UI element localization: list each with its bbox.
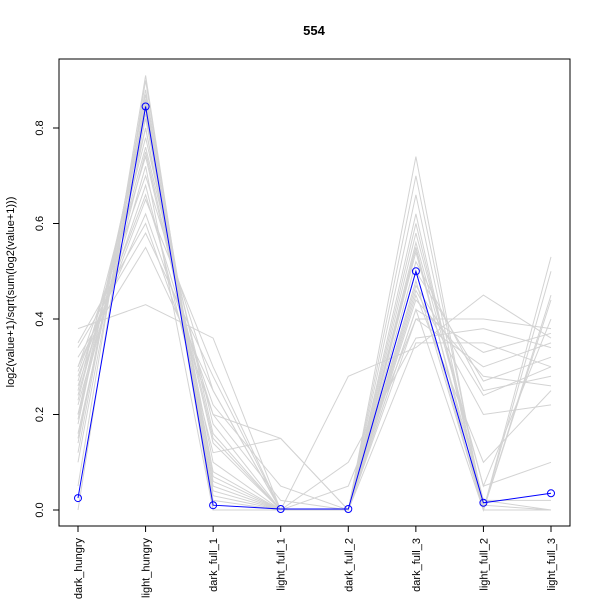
highlight-point-light_full_3 <box>547 489 555 498</box>
y-tick-label: 0.2 <box>34 407 46 422</box>
background-series-line-22 <box>77 94 552 511</box>
highlight-point-light_full_2 <box>479 498 488 507</box>
background-series-line-17 <box>77 212 552 511</box>
x-tick-label-light_full_3: light_full_3 <box>546 538 558 591</box>
y-axis-label: log2(value+1)/sqrt(sum(log2(value+1))) <box>5 197 17 388</box>
x-axis: dark_hungry light_hungry dark_full_1 light_… <box>73 525 558 600</box>
background-series-group <box>77 75 552 512</box>
x-tick-label-dark_hungry: dark_hungry <box>73 538 85 600</box>
x-tick-label-dark_full_1: dark_full_1 <box>208 538 220 592</box>
background-series-line-13 <box>77 246 552 512</box>
y-tick-label: 0.4 <box>34 311 46 326</box>
background-series-line-24 <box>77 193 552 511</box>
background-series-line-9 <box>77 198 552 511</box>
chart-title: 554 <box>303 23 325 38</box>
background-series-line-10 <box>77 166 552 511</box>
highlight-series-line <box>77 106 552 510</box>
highlight-point-dark_hungry <box>74 494 82 503</box>
x-tick-label-dark_full_3: dark_full_3 <box>411 538 423 592</box>
background-series-line-7 <box>77 222 552 511</box>
highlight-point-light_full_1 <box>276 505 285 513</box>
highlight-point-light_hungry <box>141 102 150 111</box>
y-axis: 0.0 0.2 0.4 0.6 0.8 <box>34 120 60 518</box>
y-tick-label: 0.6 <box>34 216 46 231</box>
highlight-point-dark_full_3 <box>411 267 420 276</box>
y-tick-label: 0.8 <box>34 120 46 135</box>
x-tick-label-light_hungry: light_hungry <box>141 538 153 598</box>
plot-frame <box>58 58 571 527</box>
highlight-series-group <box>74 102 555 513</box>
background-series-line-21 <box>77 232 552 511</box>
x-tick-label-light_full_1: light_full_1 <box>276 538 288 591</box>
y-tick-label: 0.0 <box>34 502 46 517</box>
x-tick-label-light_full_2: light_full_2 <box>478 538 490 591</box>
background-series-line-1 <box>77 75 552 511</box>
background-series-line-16 <box>77 146 552 511</box>
highlight-point-dark_full_2 <box>344 505 353 513</box>
highlight-point-dark_full_1 <box>209 501 218 510</box>
background-series-line-19 <box>77 154 552 511</box>
background-series-line-12 <box>77 118 552 511</box>
background-series-line-25 <box>77 113 552 511</box>
x-tick-label-dark_full_2: dark_full_2 <box>343 538 355 592</box>
